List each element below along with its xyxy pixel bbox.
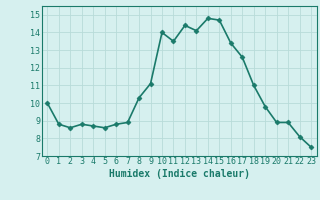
X-axis label: Humidex (Indice chaleur): Humidex (Indice chaleur) [109, 169, 250, 179]
